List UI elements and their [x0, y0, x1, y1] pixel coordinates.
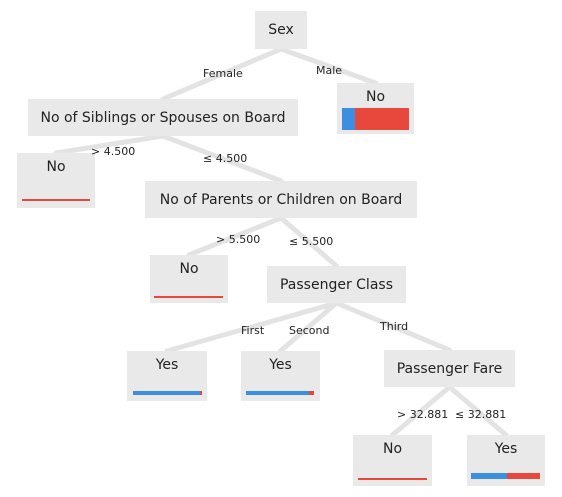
node-label: No of Siblings or Spouses on Board [40, 109, 286, 126]
edge-parents-le [278, 215, 339, 269]
split-node-passenger-class[interactable]: Passenger Class [267, 266, 406, 303]
node-label: Passenger Fare [396, 360, 503, 377]
edge-siblings-le [160, 133, 284, 184]
bar-segment-no [506, 473, 540, 479]
edge-label-fare-gt: > 32.881 [397, 408, 449, 421]
leaf-label: Yes [494, 441, 518, 457]
edge-parents-gt [186, 215, 284, 258]
leaf-node-fare-gt[interactable]: No [353, 435, 432, 486]
split-node-passenger-fare[interactable]: Passenger Fare [384, 350, 515, 387]
bar-segment-yes [133, 391, 200, 395]
leaf-node-second-class[interactable]: Yes [241, 351, 320, 401]
node-label: Sex [268, 22, 294, 38]
edge-label-male: Male [316, 64, 343, 77]
split-node-siblings-spouses[interactable]: No of Siblings or Spouses on Board [28, 99, 298, 136]
edge-sex-female [160, 46, 284, 102]
leaf-node-fare-le[interactable]: Yes [467, 435, 545, 486]
class-distribution-bar [471, 473, 540, 479]
edge-label-third: Third [380, 320, 409, 333]
edge-label-fare-le: ≤ 32.881 [455, 408, 507, 421]
edge-class-second [278, 300, 339, 354]
leaf-label: No [179, 261, 199, 277]
edge-siblings-gt [53, 133, 166, 156]
leaf-label: Yes [269, 357, 292, 373]
bar-segment-no [358, 478, 427, 480]
bar-segment-yes [342, 108, 355, 130]
leaf-node-first-class[interactable]: Yes [127, 351, 207, 401]
class-distribution-bar [358, 478, 427, 480]
bar-segment-no [154, 296, 223, 298]
edge-label-parents-gt: > 5.500 [216, 233, 261, 246]
leaf-node-parents-gt[interactable]: No [150, 255, 228, 303]
class-distribution-bar [154, 296, 223, 298]
leaf-label: No [365, 89, 386, 105]
bar-segment-yes [246, 391, 309, 395]
leaf-label: No [382, 441, 403, 457]
bar-segment-no [22, 199, 90, 201]
bar-segment-no [354, 108, 409, 130]
split-node-parents-children[interactable]: No of Parents or Children on Board [145, 181, 417, 218]
bar-segment-no [199, 391, 202, 395]
node-label: No of Parents or Children on Board [159, 191, 403, 208]
leaf-label: Yes [155, 357, 179, 373]
class-distribution-bar [246, 391, 314, 395]
leaf-label: No [46, 159, 66, 175]
edge-label-siblings-le: ≤ 4.500 [203, 152, 248, 165]
edge-fare-gt [390, 384, 452, 438]
edge-label-female: Female [203, 67, 243, 80]
leaf-node-siblings-gt[interactable]: No [17, 153, 95, 208]
bar-segment-yes [471, 473, 507, 479]
class-distribution-bar [342, 108, 409, 130]
edge-class-third [334, 300, 452, 353]
edge-label-second: Second [289, 324, 330, 337]
bar-segment-no [308, 391, 314, 395]
class-distribution-bar [22, 199, 90, 201]
edge-class-first [164, 300, 339, 354]
edge-fare-le [447, 384, 509, 438]
edge-sex-male [278, 46, 378, 86]
edge-label-parents-le: ≤ 5.500 [289, 235, 334, 248]
node-label: Passenger Class [279, 276, 393, 293]
class-distribution-bar [133, 391, 202, 395]
edge-label-first: First [241, 324, 265, 337]
split-node-sex[interactable]: Sex [255, 11, 307, 49]
leaf-node-male[interactable]: No [337, 83, 414, 134]
edge-label-siblings-gt: > 4.500 [91, 145, 136, 158]
